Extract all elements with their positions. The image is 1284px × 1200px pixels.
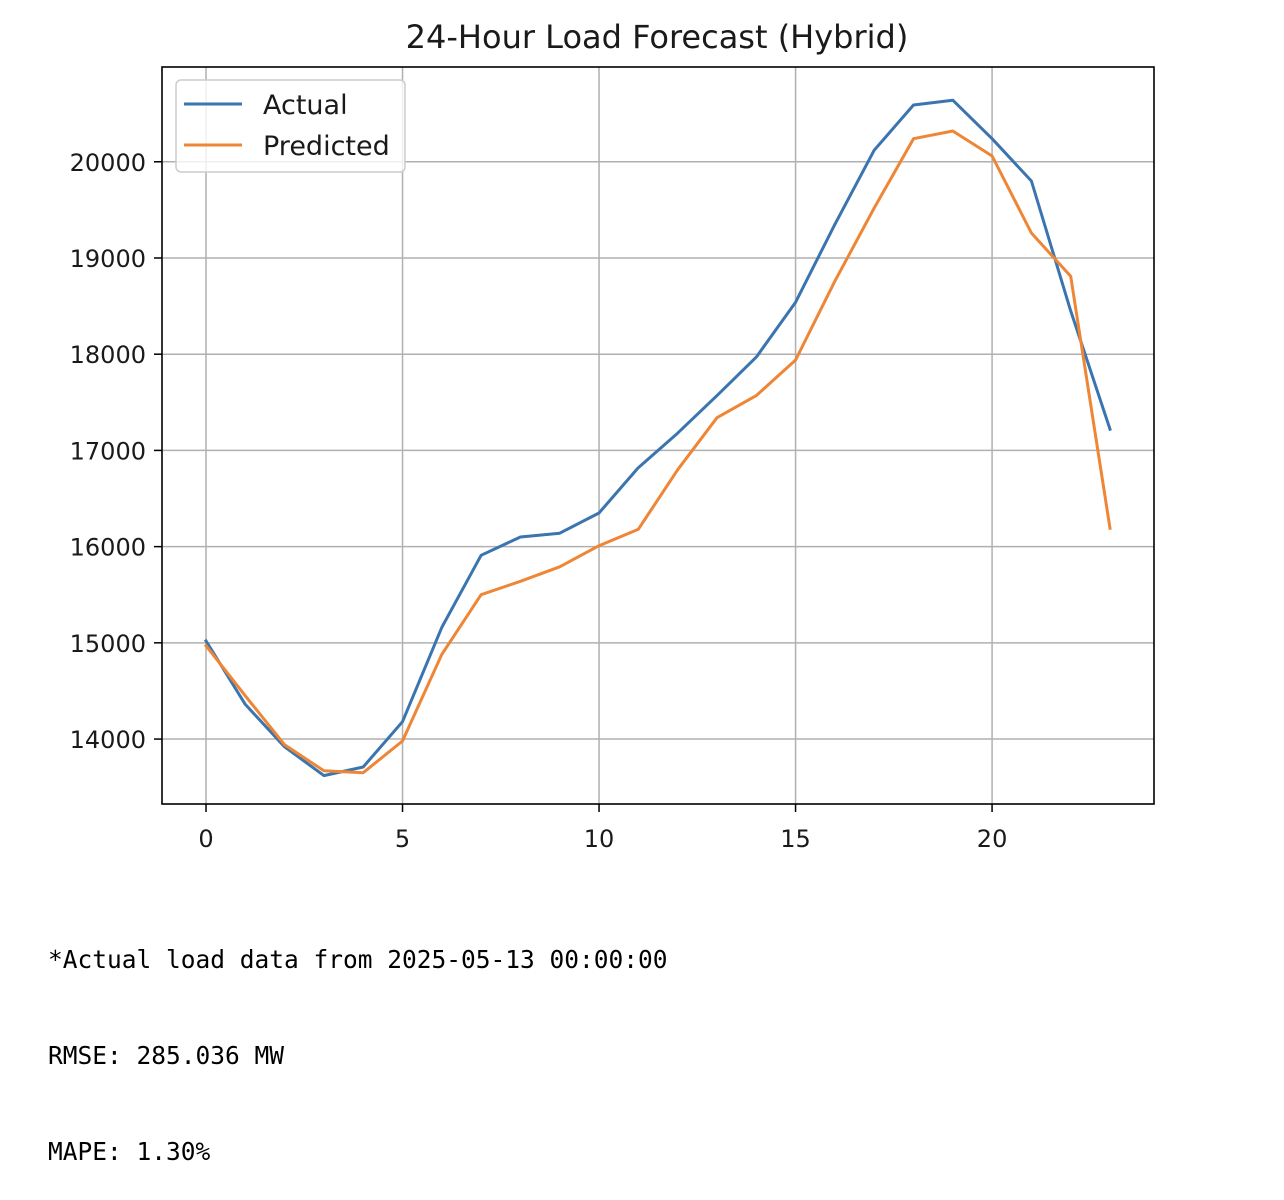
rmse-note: RMSE: 285.036 MW bbox=[48, 1041, 285, 1070]
plot-frame bbox=[161, 66, 1155, 805]
x-tick-label: 5 bbox=[395, 825, 410, 853]
series-line-predicted bbox=[203, 129, 1112, 775]
chart-notes: *Actual load data from 2025-05-13 00:00:… bbox=[48, 880, 668, 1200]
legend: Actual Predicted bbox=[175, 79, 406, 173]
legend-label-actual: Actual bbox=[263, 90, 348, 121]
x-tick-label: 20 bbox=[977, 825, 1008, 853]
series-lines bbox=[203, 98, 1112, 778]
axis-ticks: 0 5 10 15 20 14000 15000 16000 17000 18000 19000 20… bbox=[70, 149, 1008, 853]
y-tick-label: 19000 bbox=[70, 245, 146, 273]
line-chart: 24-Hour Load Forecast (Hybrid) 0 5 10 15 20 1… bbox=[70, 18, 1155, 853]
series-line-actual bbox=[203, 98, 1112, 778]
grid bbox=[162, 67, 1154, 804]
y-tick-label: 18000 bbox=[70, 341, 146, 369]
x-tick-label: 0 bbox=[198, 825, 213, 853]
x-tick-label: 15 bbox=[780, 825, 811, 853]
chart-title: 24-Hour Load Forecast (Hybrid) bbox=[406, 18, 909, 56]
y-tick-label: 16000 bbox=[70, 534, 146, 562]
y-tick-label: 20000 bbox=[70, 149, 146, 177]
legend-label-predicted: Predicted bbox=[263, 131, 390, 162]
y-tick-label: 15000 bbox=[70, 630, 146, 658]
x-tick-label: 10 bbox=[584, 825, 615, 853]
data-source-note: *Actual load data from 2025-05-13 00:00:… bbox=[48, 945, 668, 974]
mape-note: MAPE: 1.30% bbox=[48, 1137, 211, 1166]
y-tick-label: 17000 bbox=[70, 437, 146, 465]
y-tick-label: 14000 bbox=[70, 726, 146, 754]
